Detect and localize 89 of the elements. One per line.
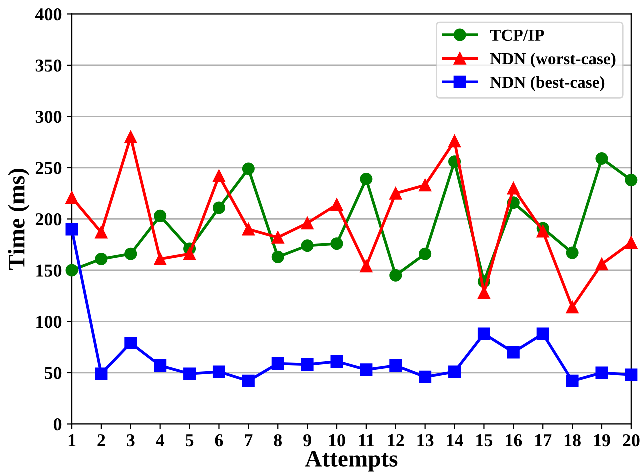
x-tick-label: 18 [564, 434, 581, 447]
point [242, 374, 255, 388]
legend-label: NDN (worst-case) [490, 52, 616, 68]
legend-label: TCP/IP [490, 30, 544, 42]
point [272, 231, 284, 244]
x-tick-label: 7 [245, 434, 253, 446]
y-tick-label: 150 [36, 264, 62, 277]
point [625, 174, 638, 187]
y-tick-label: 200 [36, 213, 62, 226]
point [301, 217, 314, 230]
x-tick-label: 11 [359, 434, 374, 446]
point [301, 358, 314, 372]
point [360, 260, 373, 273]
point [212, 170, 226, 182]
point [95, 226, 108, 239]
point [124, 130, 138, 144]
y-tick-label: 50 [44, 367, 62, 380]
point [536, 225, 550, 238]
point [154, 252, 167, 266]
point [95, 368, 108, 380]
point [507, 346, 520, 359]
y-tick-label: 100 [36, 316, 62, 328]
x-tick-label: 13 [418, 434, 434, 447]
point [184, 368, 196, 380]
point [625, 236, 638, 250]
x-tick-label: 6 [215, 434, 224, 447]
x-tick-label: 12 [388, 434, 404, 446]
point [330, 355, 344, 368]
point [390, 187, 402, 200]
point [242, 223, 255, 236]
point [596, 258, 608, 271]
point [242, 162, 255, 176]
point [625, 368, 638, 382]
point [596, 366, 608, 380]
point [301, 240, 314, 252]
point [212, 366, 226, 378]
point [536, 328, 550, 340]
point [596, 152, 608, 165]
legend-label: NDN (best-case) [490, 76, 605, 92]
x-tick-label: 19 [594, 434, 610, 447]
y-axis-title: Time (ms) [8, 169, 30, 270]
y-tick-label: 300 [36, 110, 62, 124]
point [566, 301, 579, 314]
point [66, 264, 78, 277]
x-tick-label: 5 [186, 434, 194, 447]
x-tick-label: 17 [536, 434, 552, 446]
point [66, 223, 78, 236]
x-tick-label: 4 [156, 434, 165, 446]
point [390, 269, 402, 282]
point [184, 248, 196, 260]
point [95, 252, 108, 266]
x-tick-label: 16 [506, 434, 522, 447]
y-tick-label: 400 [35, 8, 62, 21]
x-tick-label: 9 [304, 434, 312, 447]
x-tick-label: 20 [623, 434, 640, 447]
x-tick-label: 10 [329, 434, 346, 447]
x-axis-title: Attempts [305, 451, 398, 472]
x-tick-label: 3 [127, 434, 135, 447]
point [419, 370, 432, 384]
point [154, 360, 167, 372]
point [154, 210, 167, 222]
point [272, 358, 284, 370]
point [330, 238, 344, 250]
x-tick-label: 15 [476, 434, 493, 447]
y-tick-label: 0 [54, 418, 62, 431]
point [212, 202, 226, 214]
point [330, 198, 344, 212]
y-tick-label: 350 [36, 60, 62, 72]
point [360, 364, 373, 376]
point [419, 179, 432, 192]
point [124, 248, 138, 260]
point [478, 286, 490, 300]
point [419, 248, 432, 260]
y-tick-label: 250 [36, 162, 62, 174]
point [66, 191, 78, 204]
x-tick-label: 2 [98, 434, 106, 446]
point [566, 374, 579, 388]
point [360, 173, 373, 186]
point [448, 135, 462, 148]
point [507, 182, 520, 195]
point [566, 246, 579, 260]
x-tick-label: 1 [68, 434, 76, 446]
point [272, 250, 284, 264]
point [448, 366, 462, 378]
x-tick-label: 8 [274, 434, 282, 447]
x-tick-label: 14 [447, 434, 464, 446]
point [390, 360, 402, 372]
point [124, 337, 138, 350]
point [478, 328, 490, 340]
